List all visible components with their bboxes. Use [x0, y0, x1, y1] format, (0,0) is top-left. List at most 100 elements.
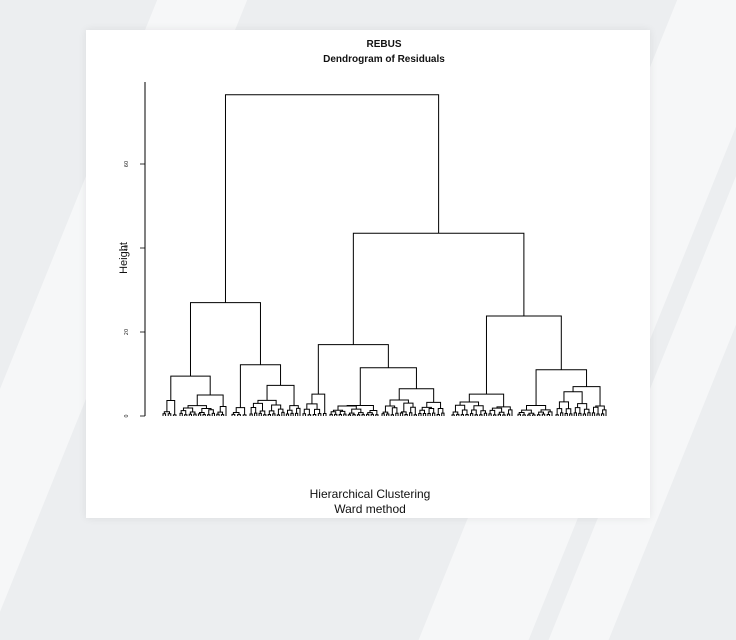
- cluster-A2b-link: [258, 412, 262, 416]
- cluster-A2b-link: [281, 411, 285, 416]
- cluster-B1b1-link: [352, 414, 356, 416]
- cluster-B2b1-link: [547, 411, 553, 416]
- cluster-B2a-link: [506, 413, 511, 416]
- cluster-B1b1-link: [369, 409, 378, 415]
- cluster-B1b2-link: [390, 414, 394, 416]
- cluster-A2b-link: [254, 412, 258, 416]
- cluster-A1a-link: [163, 411, 170, 414]
- cluster-B2b2-link: [595, 405, 605, 410]
- chart-panel: [86, 30, 650, 518]
- merge-B2b: [535, 369, 588, 406]
- cluster-B2b2-link: [600, 413, 605, 416]
- cluster-B2a-link: [491, 407, 503, 413]
- cluster-B2a-top-link: [468, 393, 505, 407]
- cluster-B1b2-link: [391, 407, 398, 415]
- cluster-B1a-link: [322, 412, 327, 416]
- y-tick-label: 60: [124, 161, 130, 167]
- cluster-B2b1-link: [546, 413, 551, 416]
- cluster-B2b2-link: [564, 412, 568, 416]
- y-axis-ticks: 0 20 40 60: [124, 161, 145, 418]
- dendrogram-tree: [162, 94, 607, 416]
- cluster-B2b2-link: [578, 412, 582, 416]
- cluster-B1b2-link: [381, 413, 385, 416]
- cluster-B1b1-link: [343, 413, 347, 416]
- cluster-A2a-link: [232, 412, 240, 415]
- cluster-B1a-link: [314, 408, 321, 415]
- y-tick-label: 0: [124, 414, 130, 417]
- cluster-B1b2-link: [404, 413, 408, 416]
- cluster-B2a-link: [502, 414, 506, 416]
- cluster-B1b1-link: [358, 412, 364, 415]
- cluster-B1b1-link: [351, 408, 362, 414]
- y-tick-label: 40: [124, 245, 130, 251]
- cluster-A2b-link: [263, 414, 267, 416]
- cluster-B2b2-link: [569, 413, 573, 416]
- cluster-B1b1-link: [338, 414, 342, 416]
- cluster-A2b-link: [290, 412, 294, 416]
- cluster-A1b-link: [217, 411, 224, 415]
- y-axis-label: Height: [118, 242, 130, 274]
- cluster-A1b-link: [182, 407, 194, 413]
- cluster-A2b-link: [259, 410, 266, 415]
- chart-subtitle: Dendrogram of Residuals: [323, 54, 445, 65]
- cluster-B1b2-link: [389, 399, 409, 407]
- cluster-B2b1-link: [536, 414, 541, 416]
- cluster-A2b-link: [272, 413, 276, 416]
- cluster-B1b2-link: [403, 402, 414, 412]
- cluster-B2a-link: [451, 414, 455, 416]
- cluster-B2b2-link: [591, 412, 596, 416]
- cluster-B1b2-link: [395, 412, 399, 416]
- cluster-B2a-link: [461, 409, 468, 415]
- cluster-A1a-link: [167, 413, 172, 416]
- chart-title: REBUS: [366, 39, 401, 50]
- cluster-B2b2-link: [565, 408, 572, 414]
- cluster-B2b2-link: [555, 414, 559, 416]
- cluster-B2a-link: [489, 409, 496, 415]
- cluster-B2a-link: [474, 414, 478, 416]
- cluster-A2a-top-link: [235, 407, 246, 415]
- cluster-B2b2-top-link: [572, 386, 601, 407]
- cluster-A2b-link: [267, 414, 271, 416]
- cluster-A2b-link: [285, 413, 290, 416]
- cluster-B1b2-link: [427, 413, 431, 416]
- cluster-B1b1-link: [375, 414, 379, 416]
- cluster-A2b-link: [276, 414, 281, 416]
- merge-B1: [317, 344, 389, 395]
- cluster-B2b1-link: [538, 411, 544, 415]
- cluster-B2a-link: [488, 413, 492, 416]
- cluster-B1b1-link: [370, 413, 374, 416]
- cluster-B1b1-link: [366, 413, 370, 416]
- cluster-A1b-link: [216, 413, 220, 416]
- cluster-A2a-link: [231, 413, 236, 416]
- cluster-B1b1-link: [329, 413, 333, 416]
- cluster-A1b-link: [184, 414, 188, 416]
- cluster-B1b1-link: [334, 413, 338, 416]
- cluster-B1a-link: [306, 403, 318, 410]
- cluster-A1b-link: [179, 412, 183, 416]
- merge-B2: [485, 315, 562, 395]
- cluster-B2a-link: [479, 414, 483, 416]
- cluster-B1b1-link: [361, 414, 365, 416]
- cluster-A2b-link: [249, 413, 253, 416]
- cluster-B2b1-link: [532, 414, 536, 416]
- cluster-B1b2-link: [409, 412, 413, 416]
- merge-root: [224, 94, 440, 303]
- cluster-B2a-link: [460, 414, 465, 416]
- cluster-B1a-link: [302, 413, 307, 416]
- cluster-A1b-link: [201, 408, 212, 413]
- cluster-A1b-link: [207, 414, 211, 416]
- cluster-B2b1-link: [540, 409, 551, 413]
- cluster-A2b-link: [294, 412, 299, 416]
- cluster-B2a-link: [497, 413, 501, 416]
- cluster-B2a-link: [469, 413, 474, 416]
- dendrogram-chart: REBUS Dendrogram of Residuals Height Hie…: [118, 39, 607, 516]
- cluster-B1b2-link: [422, 412, 427, 416]
- cluster-A2b-top-link: [266, 384, 295, 406]
- x-axis-label-line2: Ward method: [334, 502, 406, 516]
- cluster-B1b2-link: [436, 414, 440, 416]
- cluster-B1b2-link: [386, 413, 390, 416]
- cluster-B1b1-link: [330, 411, 337, 415]
- cluster-A1b-link: [188, 413, 192, 416]
- cluster-A2b-link: [271, 404, 282, 411]
- cluster-B2b2-link: [558, 401, 569, 409]
